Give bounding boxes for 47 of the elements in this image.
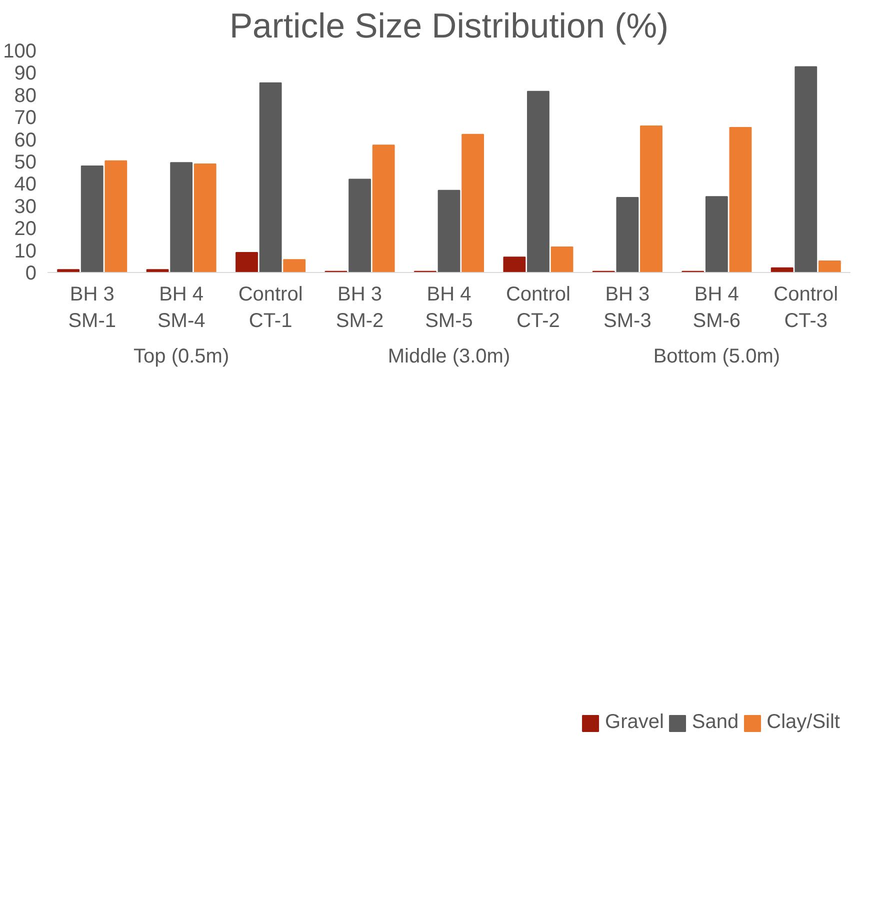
- x-tick-label: Control CT-3: [774, 284, 838, 332]
- legend-label: Clay/Silt: [766, 711, 840, 734]
- y-tick-label: 80: [14, 84, 37, 107]
- y-tick-label: 10: [14, 240, 37, 262]
- y-tick-label: 100: [3, 40, 37, 62]
- bar: [372, 144, 395, 272]
- text: Top (0.5m): [134, 346, 230, 368]
- bar: [348, 178, 371, 272]
- bar: [170, 162, 193, 272]
- y-tick-label: 70: [14, 107, 37, 130]
- bar: [616, 196, 639, 272]
- bar: [236, 252, 258, 272]
- bar: [794, 66, 818, 272]
- y-tick-label: 50: [14, 152, 37, 174]
- bar: [640, 125, 662, 272]
- x-tick-label: BH 4 SM-5: [425, 284, 473, 332]
- x-tick-label: Control CT-2: [506, 284, 570, 332]
- y-tick-label: 40: [14, 174, 37, 196]
- x-tick-label: Control CT-1: [238, 284, 303, 332]
- bar: [503, 256, 526, 272]
- y-tick-label: 90: [14, 62, 37, 85]
- x-tick-label: BH 3 SM-3: [604, 284, 652, 332]
- text: Bottom (5.0m): [653, 346, 780, 368]
- y-tick-label: 0: [25, 262, 36, 284]
- x-tick-label: BH 4 SM-6: [692, 284, 741, 332]
- y-tick-label: 20: [14, 218, 37, 240]
- bar: [104, 160, 128, 272]
- x-tick-label: BH 4 SM-4: [157, 284, 206, 332]
- bar: [462, 134, 484, 272]
- bar: [283, 259, 306, 272]
- bar: [438, 190, 460, 272]
- legend-label: Gravel: [605, 711, 664, 734]
- bar: [194, 163, 216, 272]
- x-tick-label: BH 3 SM-1: [68, 284, 116, 332]
- bar: [818, 260, 841, 272]
- bar: [729, 127, 752, 272]
- x-tick-label: BH 3 SM-2: [336, 284, 384, 332]
- bar: [80, 165, 104, 272]
- bar: [259, 82, 282, 272]
- y-tick-label: 30: [14, 196, 37, 218]
- y-tick-label: 60: [14, 129, 37, 152]
- bar: [705, 196, 728, 272]
- legend-label: Sand: [692, 711, 739, 734]
- text: Middle (3.0m): [388, 346, 510, 368]
- bar: [527, 90, 550, 272]
- bar: [550, 246, 574, 272]
- chart-title: Particle Size Distribution (%): [229, 8, 669, 46]
